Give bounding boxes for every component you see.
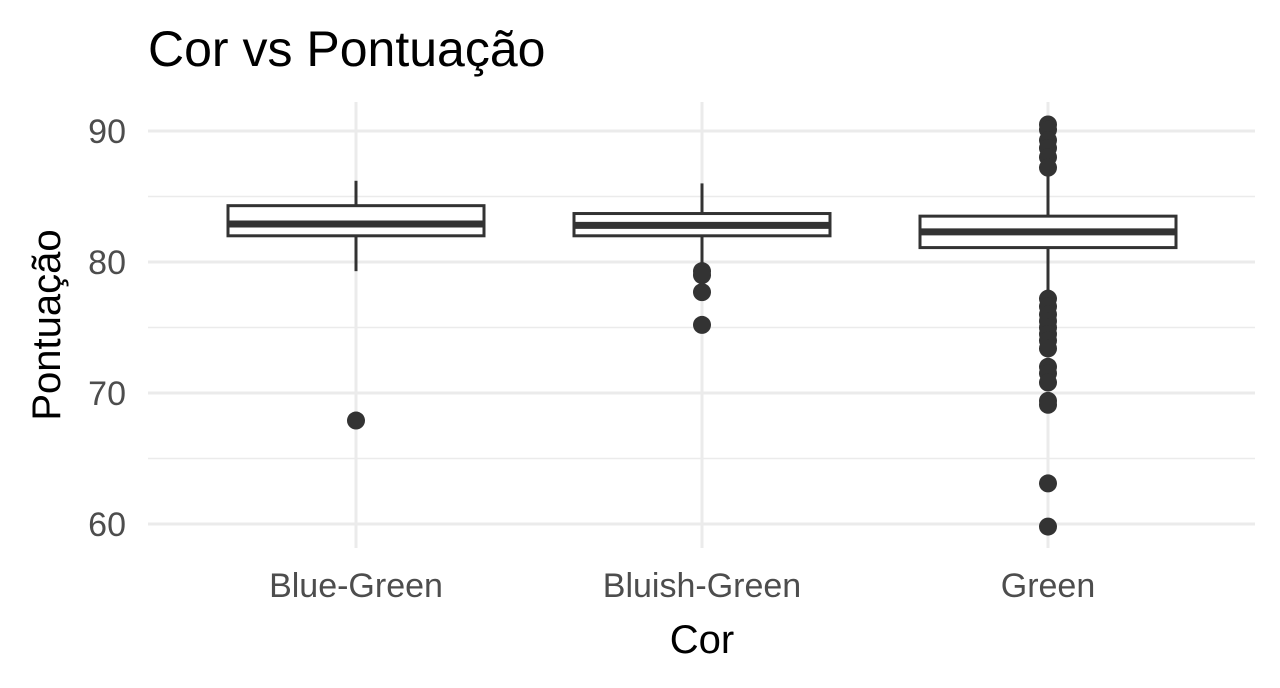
outlier-point [1039,339,1057,358]
x-tick-label: Bluish-Green [603,567,801,605]
x-tick-label: Blue-Green [269,567,443,605]
y-tick-labels: 60 70 80 90 [88,113,126,544]
x-tick-label: Green [1001,567,1096,605]
y-tick-label: 60 [88,506,126,544]
outlier-point [1039,158,1057,177]
box-group [226,180,486,430]
outlier-point [347,411,365,430]
y-tick-label: 70 [88,375,126,413]
box-group [918,115,1178,536]
y-axis-title: Pontuação [25,229,69,420]
box-group [572,183,832,334]
y-tick-label: 90 [88,113,126,151]
outlier-point [1039,474,1057,493]
outlier-point [693,283,711,302]
outlier-point [693,315,711,334]
x-tick-labels: Blue-Green Bluish-Green Green [269,567,1095,605]
chart-title: Cor vs Pontuação [148,21,545,77]
outlier-point [693,266,711,285]
box-series [226,115,1178,536]
outlier-point [1039,517,1057,536]
y-tick-label: 80 [88,244,126,282]
outlier-point [1039,373,1057,392]
outlier-point [1039,395,1057,414]
x-axis-title: Cor [670,618,734,662]
